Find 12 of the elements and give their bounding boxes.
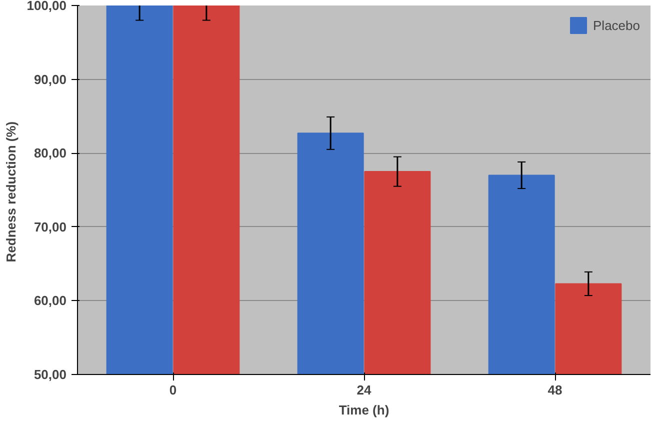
- x-tick-label: 48: [548, 382, 562, 398]
- y-tick-label: 80,00: [34, 146, 67, 161]
- y-tick-label: 100,00: [26, 0, 67, 13]
- x-axis-title: Time (h): [338, 402, 390, 418]
- legend-label: Placebo: [593, 18, 640, 32]
- y-tick-label: 90,00: [34, 72, 67, 87]
- x-tick-label: 24: [356, 382, 372, 398]
- x-tick-label: 0: [169, 382, 177, 398]
- y-tick-label: 50,00: [34, 367, 67, 382]
- y-axis-title: Redness reduction (%): [4, 121, 19, 262]
- y-tick-label: 60,00: [34, 293, 67, 308]
- y-tick-label: 70,00: [34, 219, 67, 234]
